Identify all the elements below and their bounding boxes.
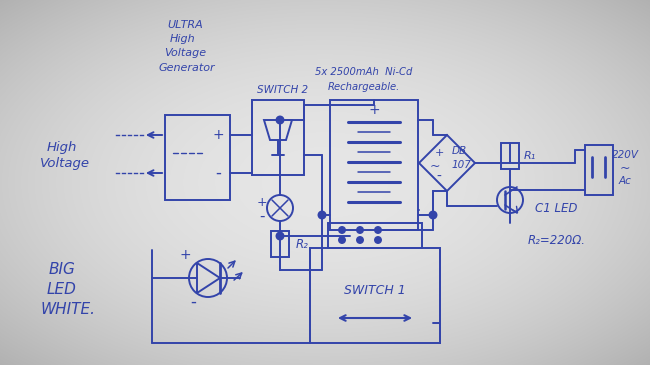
Text: +: + xyxy=(179,248,191,262)
Text: Voltage: Voltage xyxy=(40,158,90,170)
Text: R₂: R₂ xyxy=(296,238,309,250)
Bar xyxy=(310,248,440,343)
Text: ~: ~ xyxy=(430,160,440,173)
Circle shape xyxy=(357,227,363,233)
Circle shape xyxy=(430,211,437,219)
Text: 107: 107 xyxy=(452,160,472,170)
Circle shape xyxy=(375,227,381,233)
Text: LED: LED xyxy=(47,283,77,297)
Circle shape xyxy=(375,237,381,243)
Circle shape xyxy=(357,237,363,243)
Text: High: High xyxy=(170,34,196,44)
Text: Voltage: Voltage xyxy=(164,48,206,58)
Text: Rechargeable.: Rechargeable. xyxy=(328,82,400,92)
Text: R₂=220Ω.: R₂=220Ω. xyxy=(528,234,586,246)
Text: C1 LED: C1 LED xyxy=(535,201,577,215)
Text: -: - xyxy=(215,164,221,182)
Bar xyxy=(585,145,613,195)
Text: Generator: Generator xyxy=(159,63,215,73)
Text: Ac: Ac xyxy=(619,176,631,186)
Text: +: + xyxy=(212,128,224,142)
Bar xyxy=(165,115,230,200)
Circle shape xyxy=(276,116,283,123)
Text: +: + xyxy=(368,103,380,117)
Text: BIG: BIG xyxy=(49,262,75,277)
Bar xyxy=(328,223,422,248)
Circle shape xyxy=(339,227,345,233)
Circle shape xyxy=(276,233,283,239)
Text: -: - xyxy=(190,293,196,311)
Text: +: + xyxy=(257,196,267,208)
Text: High: High xyxy=(47,142,77,154)
Text: +: + xyxy=(434,148,444,158)
Text: DB: DB xyxy=(452,146,467,156)
Bar xyxy=(501,143,519,169)
Circle shape xyxy=(318,211,326,219)
Text: 5x 2500mAh  Ni-Cd: 5x 2500mAh Ni-Cd xyxy=(315,67,413,77)
Bar xyxy=(252,100,304,175)
Text: -: - xyxy=(437,170,441,184)
Text: WHITE.: WHITE. xyxy=(40,303,96,318)
Text: 220V: 220V xyxy=(612,150,638,160)
Text: ULTRA: ULTRA xyxy=(167,20,203,30)
Bar xyxy=(271,231,289,257)
Text: ~: ~ xyxy=(619,161,630,174)
Text: SWITCH 1: SWITCH 1 xyxy=(344,284,406,296)
Bar xyxy=(330,100,418,230)
Text: SWITCH 2: SWITCH 2 xyxy=(257,85,309,95)
Circle shape xyxy=(339,237,345,243)
Text: R₁: R₁ xyxy=(524,151,536,161)
Text: -: - xyxy=(259,208,265,223)
